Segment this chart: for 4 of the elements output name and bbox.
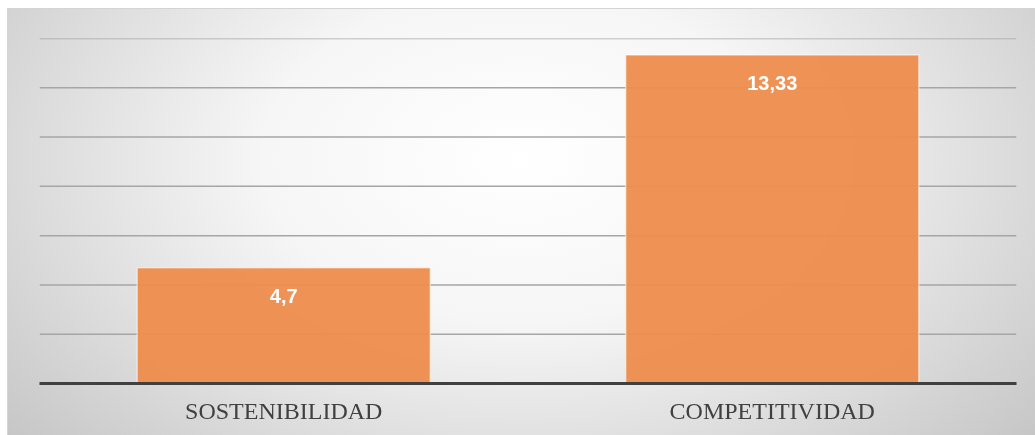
x-tick-label: SOSTENIBILIDAD [185, 397, 383, 424]
data-label: 4,7 [269, 284, 298, 307]
x-tick-label: COMPETITIVIDAD [669, 397, 875, 424]
data-label: 13,33 [747, 72, 798, 95]
